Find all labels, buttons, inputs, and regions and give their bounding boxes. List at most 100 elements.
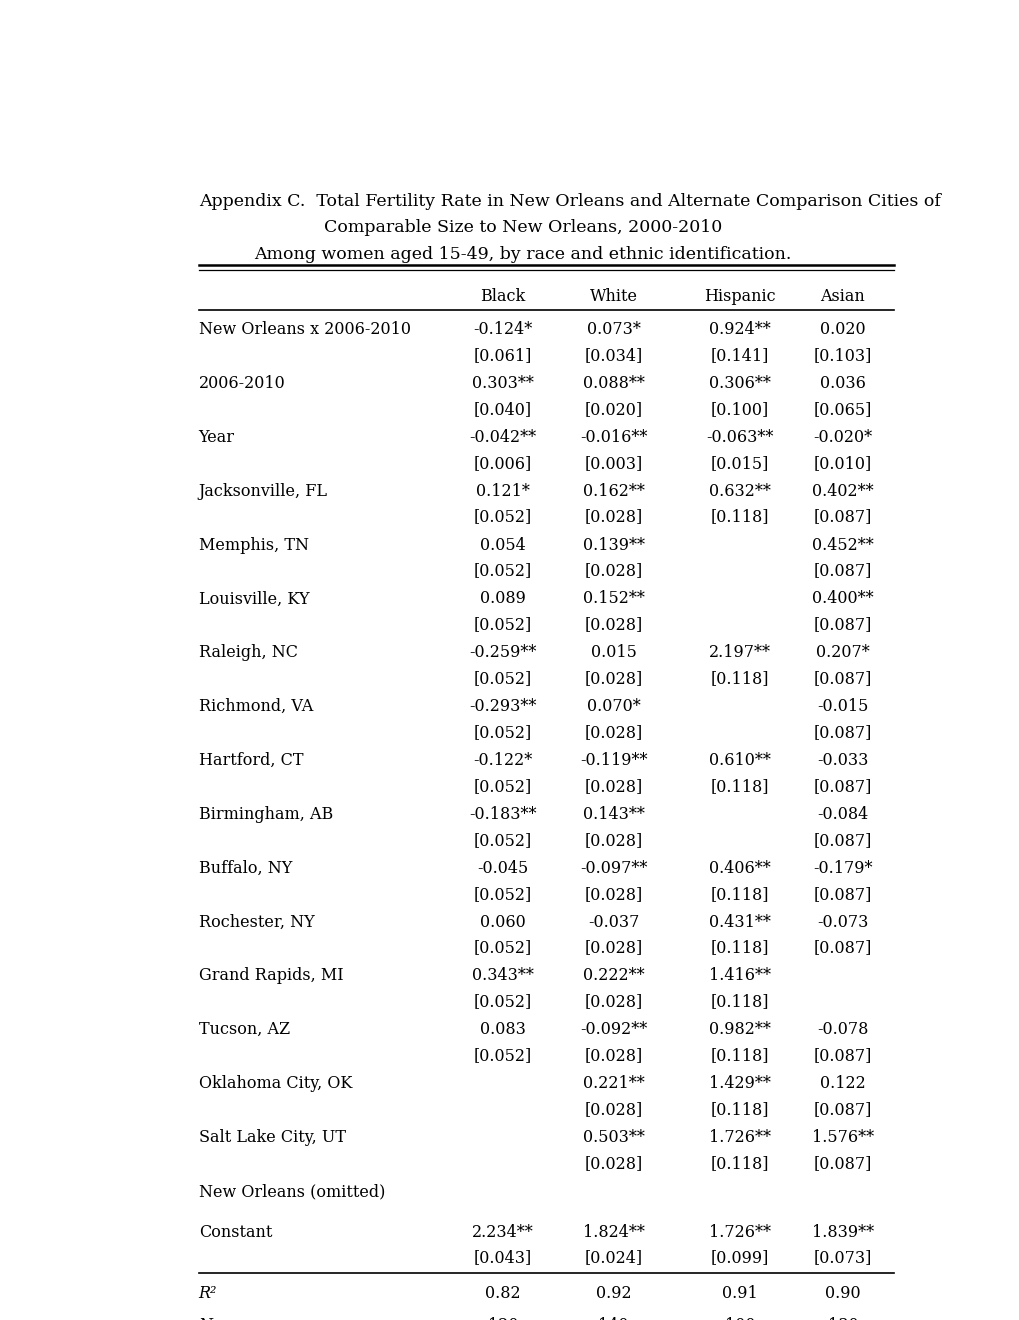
Text: White: White — [589, 289, 637, 305]
Text: 120: 120 — [487, 1317, 518, 1320]
Text: New Orleans x 2006-2010: New Orleans x 2006-2010 — [199, 321, 411, 338]
Text: -0.078: -0.078 — [816, 1022, 868, 1039]
Text: 0.400**: 0.400** — [811, 590, 873, 607]
Text: Buffalo, NY: Buffalo, NY — [199, 859, 291, 876]
Text: [0.052]: [0.052] — [474, 562, 532, 579]
Text: -0.122*: -0.122* — [473, 752, 532, 770]
Text: 0.162**: 0.162** — [582, 483, 644, 500]
Text: 0.222**: 0.222** — [582, 968, 644, 985]
Text: [0.087]: [0.087] — [813, 671, 871, 688]
Text: [0.003]: [0.003] — [584, 454, 642, 471]
Text: [0.141]: [0.141] — [710, 347, 768, 364]
Text: [0.118]: [0.118] — [710, 508, 768, 525]
Text: [0.100]: [0.100] — [710, 401, 768, 418]
Text: [0.028]: [0.028] — [584, 671, 642, 688]
Text: 130: 130 — [826, 1317, 857, 1320]
Text: [0.087]: [0.087] — [813, 1047, 871, 1064]
Text: [0.028]: [0.028] — [584, 562, 642, 579]
Text: 0.089: 0.089 — [480, 590, 526, 607]
Text: Among women aged 15-49, by race and ethnic identification.: Among women aged 15-49, by race and ethn… — [254, 246, 791, 263]
Text: 0.207*: 0.207* — [815, 644, 869, 661]
Text: -0.063**: -0.063** — [706, 429, 773, 446]
Text: 0.91: 0.91 — [721, 1284, 757, 1302]
Text: [0.028]: [0.028] — [584, 616, 642, 634]
Text: [0.073]: [0.073] — [813, 1250, 871, 1266]
Text: [0.006]: [0.006] — [474, 454, 532, 471]
Text: 0.406**: 0.406** — [708, 859, 770, 876]
Text: [0.087]: [0.087] — [813, 1155, 871, 1172]
Text: 0.143**: 0.143** — [582, 805, 644, 822]
Text: 0.221**: 0.221** — [582, 1076, 644, 1092]
Text: 0.054: 0.054 — [480, 536, 526, 553]
Text: 1.726**: 1.726** — [708, 1224, 770, 1241]
Text: -0.119**: -0.119** — [580, 752, 647, 770]
Text: -0.259**: -0.259** — [469, 644, 536, 661]
Text: [0.052]: [0.052] — [474, 508, 532, 525]
Text: -0.183**: -0.183** — [469, 805, 536, 822]
Text: 0.139**: 0.139** — [582, 536, 644, 553]
Text: [0.052]: [0.052] — [474, 777, 532, 795]
Text: Birmingham, AB: Birmingham, AB — [199, 805, 332, 822]
Text: R²: R² — [199, 1284, 217, 1302]
Text: Richmond, VA: Richmond, VA — [199, 698, 313, 715]
Text: [0.118]: [0.118] — [710, 777, 768, 795]
Text: Jacksonville, FL: Jacksonville, FL — [199, 483, 327, 500]
Text: 0.036: 0.036 — [819, 375, 865, 392]
Text: Constant: Constant — [199, 1224, 272, 1241]
Text: 2.234**: 2.234** — [472, 1224, 533, 1241]
Text: Tucson, AZ: Tucson, AZ — [199, 1022, 289, 1039]
Text: Asian: Asian — [819, 289, 864, 305]
Text: 0.121*: 0.121* — [476, 483, 530, 500]
Text: -0.042**: -0.042** — [469, 429, 536, 446]
Text: 0.343**: 0.343** — [472, 968, 533, 985]
Text: [0.028]: [0.028] — [584, 994, 642, 1010]
Text: 0.060: 0.060 — [480, 913, 526, 931]
Text: [0.118]: [0.118] — [710, 940, 768, 957]
Text: [0.118]: [0.118] — [710, 671, 768, 688]
Text: New Orleans (omitted): New Orleans (omitted) — [199, 1183, 384, 1200]
Text: [0.028]: [0.028] — [584, 1155, 642, 1172]
Text: N: N — [199, 1317, 212, 1320]
Text: 0.924**: 0.924** — [708, 321, 770, 338]
Text: [0.040]: [0.040] — [474, 401, 532, 418]
Text: [0.024]: [0.024] — [584, 1250, 642, 1266]
Text: -0.084: -0.084 — [816, 805, 867, 822]
Text: [0.052]: [0.052] — [474, 940, 532, 957]
Text: Black: Black — [480, 289, 525, 305]
Text: Hartford, CT: Hartford, CT — [199, 752, 303, 770]
Text: 0.303**: 0.303** — [472, 375, 533, 392]
Text: Memphis, TN: Memphis, TN — [199, 536, 309, 553]
Text: [0.118]: [0.118] — [710, 1101, 768, 1118]
Text: -0.016**: -0.016** — [580, 429, 647, 446]
Text: Salt Lake City, UT: Salt Lake City, UT — [199, 1129, 345, 1146]
Text: [0.015]: [0.015] — [710, 454, 768, 471]
Text: Raleigh, NC: Raleigh, NC — [199, 644, 298, 661]
Text: 0.431**: 0.431** — [708, 913, 770, 931]
Text: [0.087]: [0.087] — [813, 616, 871, 634]
Text: [0.118]: [0.118] — [710, 1155, 768, 1172]
Text: 1.839**: 1.839** — [811, 1224, 873, 1241]
Text: -0.045: -0.045 — [477, 859, 528, 876]
Text: -0.092**: -0.092** — [580, 1022, 647, 1039]
Text: 1.429**: 1.429** — [708, 1076, 770, 1092]
Text: 0.070*: 0.070* — [586, 698, 640, 715]
Text: 0.632**: 0.632** — [708, 483, 770, 500]
Text: [0.028]: [0.028] — [584, 886, 642, 903]
Text: [0.028]: [0.028] — [584, 832, 642, 849]
Text: 1.824**: 1.824** — [582, 1224, 644, 1241]
Text: [0.052]: [0.052] — [474, 1047, 532, 1064]
Text: [0.028]: [0.028] — [584, 1047, 642, 1064]
Text: 1.576**: 1.576** — [811, 1129, 873, 1146]
Text: 0.088**: 0.088** — [582, 375, 644, 392]
Text: [0.061]: [0.061] — [474, 347, 532, 364]
Text: -0.073: -0.073 — [816, 913, 868, 931]
Text: -0.293**: -0.293** — [469, 698, 536, 715]
Text: [0.028]: [0.028] — [584, 508, 642, 525]
Text: Louisville, KY: Louisville, KY — [199, 590, 309, 607]
Text: [0.043]: [0.043] — [474, 1250, 532, 1266]
Text: [0.099]: [0.099] — [710, 1250, 768, 1266]
Text: 1.726**: 1.726** — [708, 1129, 770, 1146]
Text: -0.020*: -0.020* — [812, 429, 871, 446]
Text: Hispanic: Hispanic — [704, 289, 775, 305]
Text: 0.503**: 0.503** — [582, 1129, 644, 1146]
